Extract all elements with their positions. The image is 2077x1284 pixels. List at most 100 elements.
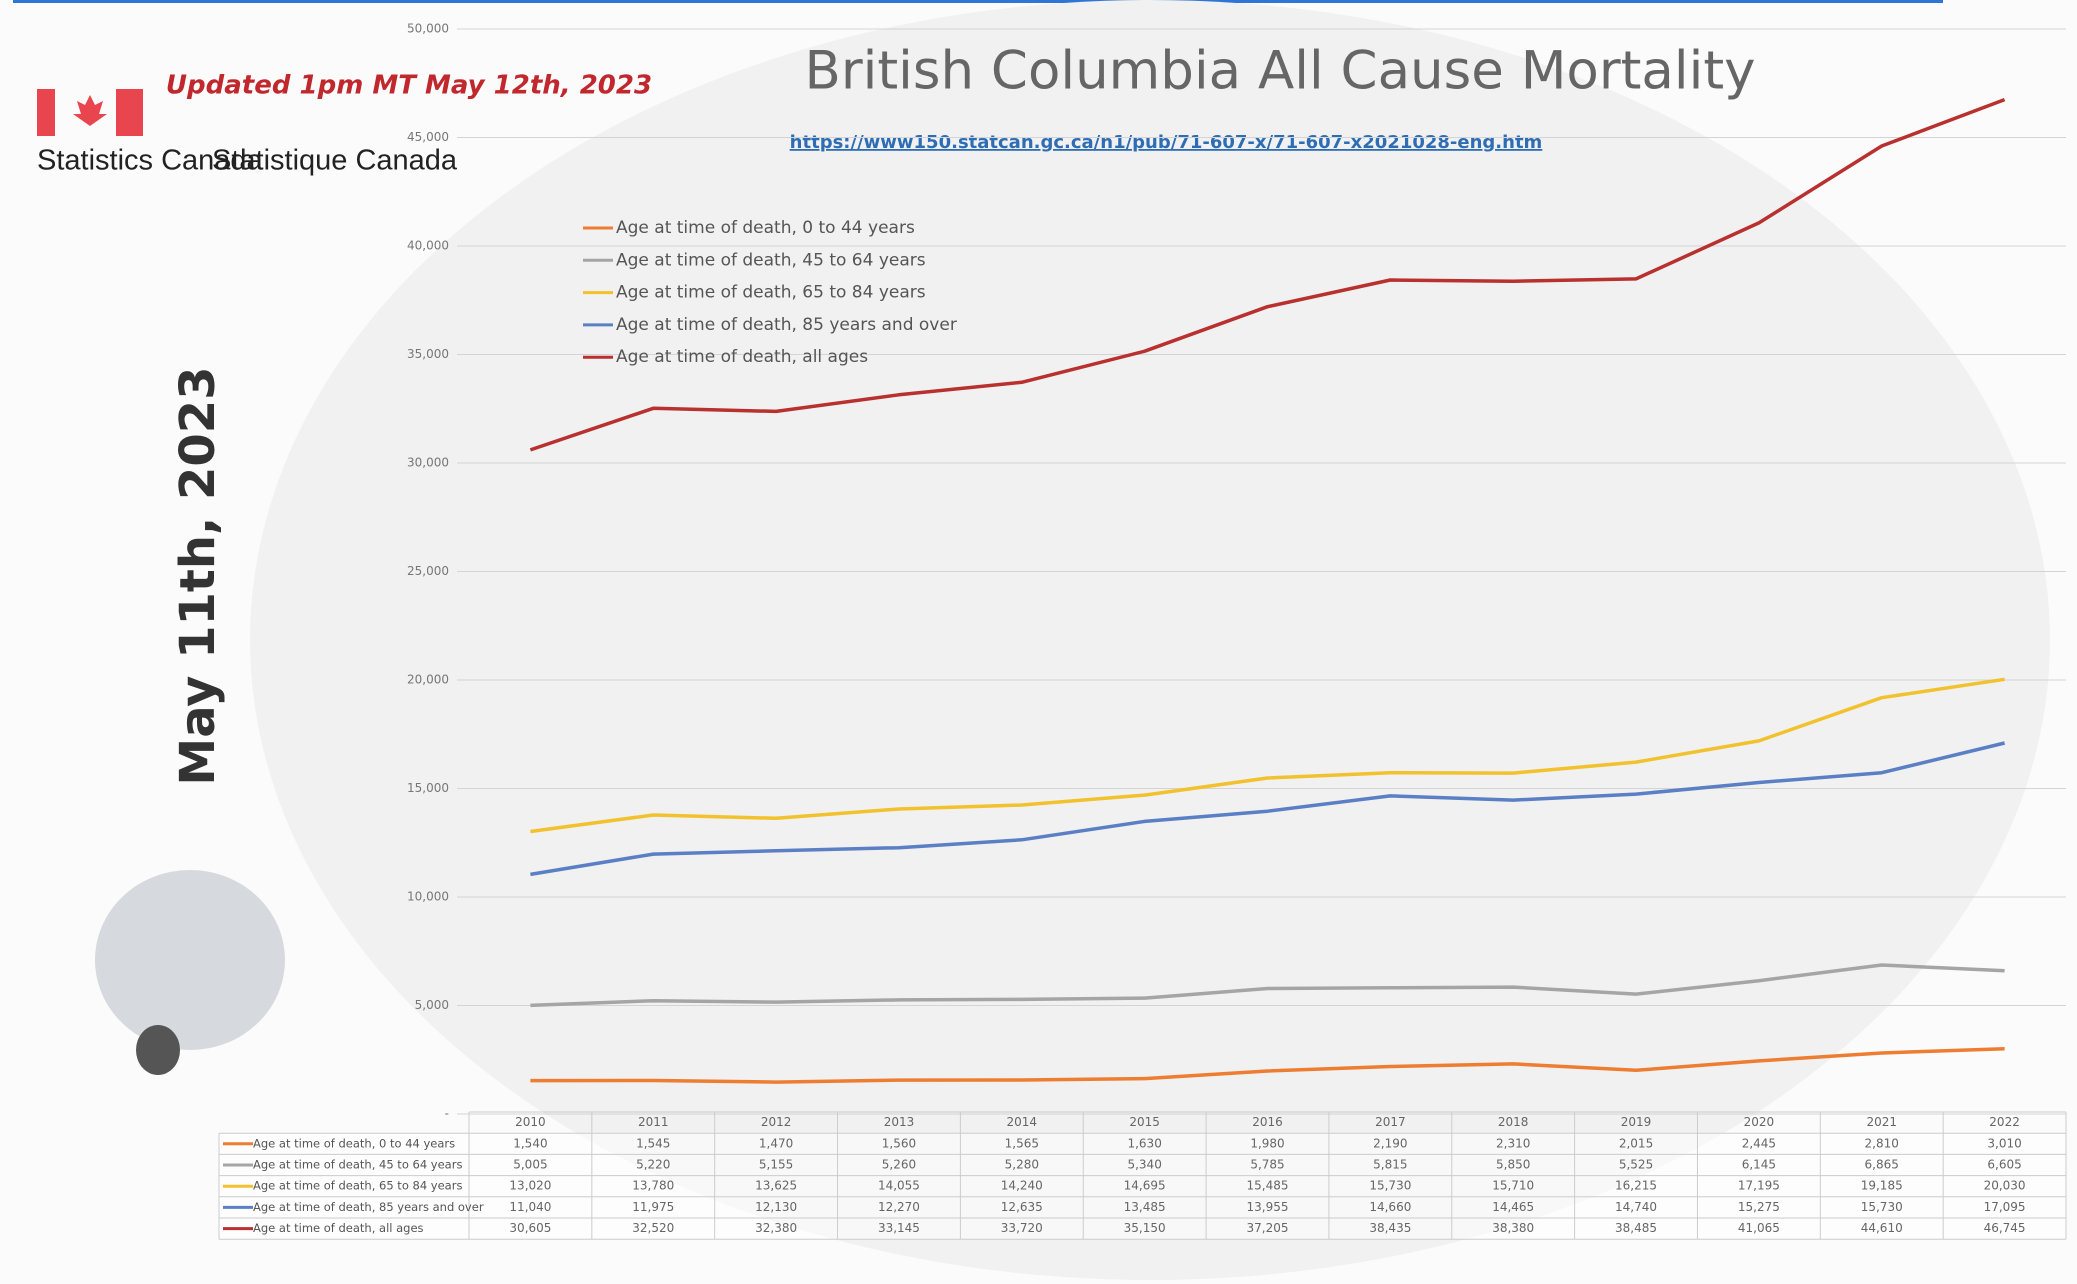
table-cell: 5,525: [1619, 1158, 1653, 1172]
table-cell: 14,465: [1492, 1200, 1534, 1214]
table-cell: 1,980: [1250, 1136, 1284, 1150]
table-cell: 15,485: [1247, 1179, 1289, 1193]
table-cell: 12,130: [755, 1200, 797, 1214]
table-cell: 11,975: [632, 1200, 674, 1214]
table-cell: 20,030: [1984, 1179, 2026, 1193]
table-cell: 5,815: [1373, 1158, 1407, 1172]
table-cell: 15,730: [1369, 1179, 1411, 1193]
y-tick-label: -: [445, 1107, 449, 1121]
table-row-label: Age at time of death, 45 to 64 years: [253, 1158, 462, 1172]
table-cell: 5,280: [1005, 1158, 1039, 1172]
legend-label: Age at time of death, 45 to 64 years: [616, 250, 926, 270]
table-cell: 6,605: [1987, 1158, 2021, 1172]
chart: Statistics Canada Statistique Canada Upd…: [0, 0, 2077, 1284]
table-cell: 1,540: [513, 1136, 547, 1150]
table-cell: 13,485: [1124, 1200, 1166, 1214]
flag-right: [116, 89, 143, 136]
table-row-label: Age at time of death, 85 years and over: [253, 1200, 484, 1214]
table-cell: 14,240: [1001, 1179, 1043, 1193]
table-cell: 2,810: [1865, 1136, 1899, 1150]
table-cell: 5,260: [882, 1158, 916, 1172]
y-tick-label: 15,000: [407, 781, 449, 795]
table-cell: 38,380: [1492, 1221, 1534, 1235]
table-cell: 12,270: [878, 1200, 920, 1214]
y-tick-label: 25,000: [407, 564, 449, 578]
legend-label: Age at time of death, all ages: [616, 347, 868, 367]
legend-label: Age at time of death, 85 years and over: [616, 315, 957, 335]
table-cell: 41,065: [1738, 1221, 1780, 1235]
table-cell: 30,605: [509, 1221, 551, 1235]
date-label: May 11th, 2023: [170, 366, 226, 785]
table-cell: 13,955: [1247, 1200, 1289, 1214]
table-cell: 2,190: [1373, 1136, 1407, 1150]
table-cell: 12,635: [1001, 1200, 1043, 1214]
y-tick-label: 50,000: [407, 22, 449, 36]
x-tick-label: 2015: [1129, 1115, 1160, 1129]
table-cell: 15,275: [1738, 1200, 1780, 1214]
x-tick-label: 2016: [1252, 1115, 1283, 1129]
table-cell: 32,520: [632, 1221, 674, 1235]
table-cell: 5,220: [636, 1158, 670, 1172]
table-cell: 38,485: [1615, 1221, 1657, 1235]
x-tick-label: 2010: [515, 1115, 546, 1129]
background-art: [250, 0, 2050, 1280]
table-cell: 46,745: [1984, 1221, 2026, 1235]
table-row-label: Age at time of death, 65 to 84 years: [253, 1179, 462, 1193]
chart-title: British Columbia All Cause Mortality: [805, 41, 1756, 102]
table-cell: 13,020: [509, 1179, 551, 1193]
updated-note: Updated 1pm MT May 12th, 2023: [166, 71, 652, 101]
x-tick-label: 2021: [1866, 1115, 1897, 1129]
table-cell: 14,740: [1615, 1200, 1657, 1214]
table-cell: 17,095: [1984, 1200, 2026, 1214]
x-tick-label: 2012: [761, 1115, 792, 1129]
x-tick-label: 2014: [1007, 1115, 1038, 1129]
table-cell: 1,565: [1005, 1136, 1039, 1150]
table-cell: 13,780: [632, 1179, 674, 1193]
legend-label: Age at time of death, 65 to 84 years: [616, 283, 926, 303]
y-tick-label: 35,000: [407, 347, 449, 361]
table-cell: 15,730: [1861, 1200, 1903, 1214]
y-tick-label: 20,000: [407, 673, 449, 687]
x-tick-label: 2020: [1744, 1115, 1775, 1129]
source-link[interactable]: https://www150.statcan.gc.ca/n1/pub/71-6…: [790, 132, 1543, 153]
table-cell: 1,545: [636, 1136, 670, 1150]
x-tick-label: 2022: [1989, 1115, 2020, 1129]
table-cell: 14,660: [1369, 1200, 1411, 1214]
table-cell: 13,625: [755, 1179, 797, 1193]
table-cell: 15,710: [1492, 1179, 1534, 1193]
top-bar: [13, 0, 1943, 3]
table-cell: 2,445: [1742, 1136, 1776, 1150]
table-cell: 37,205: [1247, 1221, 1289, 1235]
table-row-label: Age at time of death, 0 to 44 years: [253, 1136, 455, 1150]
table-cell: 33,145: [878, 1221, 920, 1235]
x-tick-label: 2018: [1498, 1115, 1529, 1129]
flag-left: [37, 89, 55, 136]
x-tick-label: 2011: [638, 1115, 669, 1129]
y-tick-label: 5,000: [415, 998, 449, 1012]
table-cell: 2,015: [1619, 1136, 1653, 1150]
table-cell: 32,380: [755, 1221, 797, 1235]
table-cell: 35,150: [1124, 1221, 1166, 1235]
y-tick-label: 45,000: [407, 130, 449, 144]
table-cell: 44,610: [1861, 1221, 1903, 1235]
table-cell: 5,155: [759, 1158, 793, 1172]
x-tick-label: 2017: [1375, 1115, 1406, 1129]
table-cell: 2,310: [1496, 1136, 1530, 1150]
table-cell: 14,695: [1124, 1179, 1166, 1193]
table-cell: 6,145: [1742, 1158, 1776, 1172]
table-cell: 16,215: [1615, 1179, 1657, 1193]
table-cell: 6,865: [1865, 1158, 1899, 1172]
table-cell: 1,560: [882, 1136, 916, 1150]
table-cell: 11,040: [509, 1200, 551, 1214]
table-cell: 5,005: [513, 1158, 547, 1172]
y-tick-label: 10,000: [407, 890, 449, 904]
table-cell: 3,010: [1987, 1136, 2021, 1150]
table-cell: 17,195: [1738, 1179, 1780, 1193]
table-cell: 1,470: [759, 1136, 793, 1150]
y-tick-label: 40,000: [407, 239, 449, 253]
table-cell: 1,630: [1127, 1136, 1161, 1150]
table-cell: 5,785: [1250, 1158, 1284, 1172]
table-cell: 33,720: [1001, 1221, 1043, 1235]
table-cell: 5,850: [1496, 1158, 1530, 1172]
table-row-label: Age at time of death, all ages: [253, 1221, 424, 1235]
